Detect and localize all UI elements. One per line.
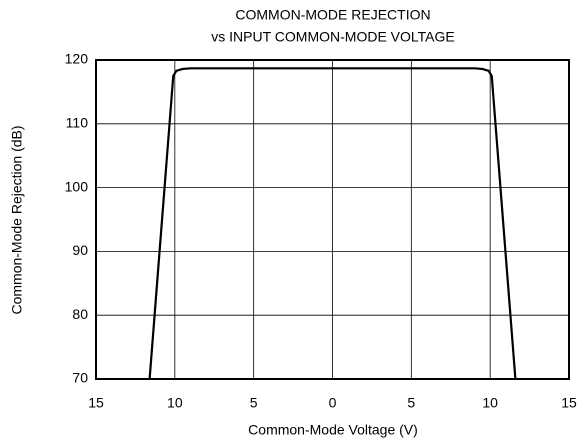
x-tick-label: 5 <box>407 395 415 411</box>
x-axis-label: Common-Mode Voltage (V) <box>248 422 418 438</box>
y-axis-label: Common-Mode Rejection (dB) <box>9 125 25 314</box>
y-tick-label: 100 <box>65 178 89 194</box>
x-tick-label: 5 <box>250 395 258 411</box>
plot-frame <box>95 59 570 380</box>
x-tick-label: 15 <box>561 395 577 411</box>
x-tick-label: 15 <box>88 395 104 411</box>
x-tick-label: 10 <box>167 395 183 411</box>
chart-subtitle: vs INPUT COMMON-MODE VOLTAGE <box>211 29 454 45</box>
y-tick-label: 90 <box>72 242 88 258</box>
x-tick-label: 10 <box>482 395 498 411</box>
y-tick-label: 110 <box>66 115 89 131</box>
x-tick-label: 0 <box>329 395 337 411</box>
data-line <box>148 67 517 380</box>
chart-title: COMMON-MODE REJECTION <box>235 7 430 23</box>
y-tick-label: 120 <box>65 51 89 67</box>
y-tick-label: 70 <box>72 370 88 386</box>
y-tick-label: 80 <box>72 306 88 322</box>
